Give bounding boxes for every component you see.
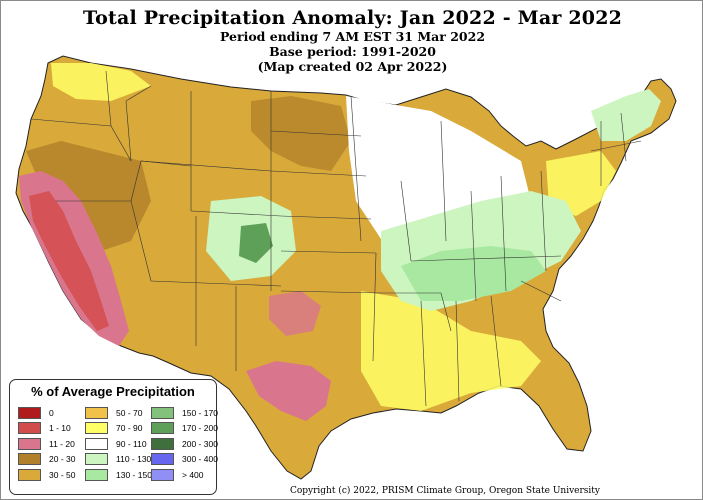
legend-item: 150 - 170: [151, 405, 218, 421]
legend-swatch: [18, 453, 41, 466]
legend: % of Average Precipitation 0 1 - 10 11 -…: [9, 379, 218, 495]
legend-label: 200 - 300: [182, 438, 218, 449]
subtitle-period: Period ending 7 AM EST 31 Mar 2022: [219, 29, 486, 44]
legend-label: 20 - 30: [49, 454, 76, 465]
legend-item: 90 - 110: [85, 436, 152, 452]
legend-item: > 400: [151, 467, 218, 483]
legend-label: > 400: [182, 469, 204, 480]
legend-label: 130 - 150: [116, 469, 152, 480]
legend-item: 1 - 10: [18, 421, 75, 437]
subtitle-created: (Map created 02 Apr 2022): [257, 59, 448, 74]
legend-item: 50 - 70: [85, 405, 152, 421]
legend-label: 110 - 130: [116, 454, 152, 465]
legend-label: 300 - 400: [182, 454, 218, 465]
legend-label: 90 - 110: [116, 438, 147, 449]
legend-swatch: [151, 437, 174, 450]
region-170-200-colorado: [239, 223, 273, 263]
map-title-block: Total Precipitation Anomaly: Jan 2022 - …: [1, 7, 702, 74]
legend-label: 1 - 10: [49, 423, 71, 434]
region-130-150-tennessee: [401, 246, 546, 301]
legend-label: 50 - 70: [116, 407, 143, 418]
legend-item: 30 - 50: [18, 467, 75, 483]
legend-label: 70 - 90: [116, 423, 143, 434]
subtitle-base-period: Base period: 1991-2020: [269, 44, 436, 59]
legend-label: 30 - 50: [49, 469, 76, 480]
legend-column-2: 50 - 70 70 - 90 90 - 110 110 - 130 130 -…: [85, 405, 152, 483]
legend-swatch: [151, 468, 174, 481]
legend-swatch: [18, 437, 41, 450]
region-70-90-northeast: [546, 151, 616, 216]
legend-swatch: [85, 468, 108, 481]
legend-swatch: [85, 437, 108, 450]
legend-column-3: 150 - 170 170 - 200 200 - 300 300 - 400 …: [151, 405, 218, 483]
region-110-130-northeast: [591, 89, 661, 141]
state-boundaries: [30, 70, 642, 407]
region-11-20-texas: [246, 361, 331, 421]
legend-label: 0: [49, 407, 54, 418]
region-20-30-north: [251, 96, 351, 171]
region-1-10-california: [29, 191, 109, 331]
legend-swatch: [18, 422, 41, 435]
region-11-20-newmexico: [269, 291, 321, 336]
legend-column-1: 0 1 - 10 11 - 20 20 - 30 30 - 50: [18, 405, 75, 483]
legend-item: 200 - 300: [151, 436, 218, 452]
region-70-90-northwest: [51, 63, 151, 101]
legend-item: 20 - 30: [18, 452, 75, 468]
legend-item: 0: [18, 405, 75, 421]
legend-item: 300 - 400: [151, 452, 218, 468]
legend-swatch: [151, 406, 174, 419]
map-title: Total Precipitation Anomaly: Jan 2022 - …: [82, 7, 623, 29]
legend-label: 11 - 20: [49, 438, 75, 449]
legend-item: 170 - 200: [151, 421, 218, 437]
legend-title: % of Average Precipitation: [31, 384, 195, 399]
legend-label: 150 - 170: [182, 407, 218, 418]
legend-item: 70 - 90: [85, 421, 152, 437]
region-20-30-west: [26, 141, 151, 251]
legend-swatch: [85, 406, 108, 419]
copyright-notice: Copyright (c) 2022, PRISM Climate Group,…: [289, 486, 600, 496]
legend-swatch: [18, 468, 41, 481]
legend-swatch: [151, 453, 174, 466]
legend-swatch: [151, 422, 174, 435]
legend-label: 170 - 200: [182, 423, 218, 434]
legend-item: 130 - 150: [85, 467, 152, 483]
region-70-90-southeast: [361, 291, 541, 411]
legend-swatch: [85, 453, 108, 466]
legend-item: 11 - 20: [18, 436, 75, 452]
legend-item: 110 - 130: [85, 452, 152, 468]
legend-swatch: [18, 406, 41, 419]
legend-swatch: [85, 422, 108, 435]
